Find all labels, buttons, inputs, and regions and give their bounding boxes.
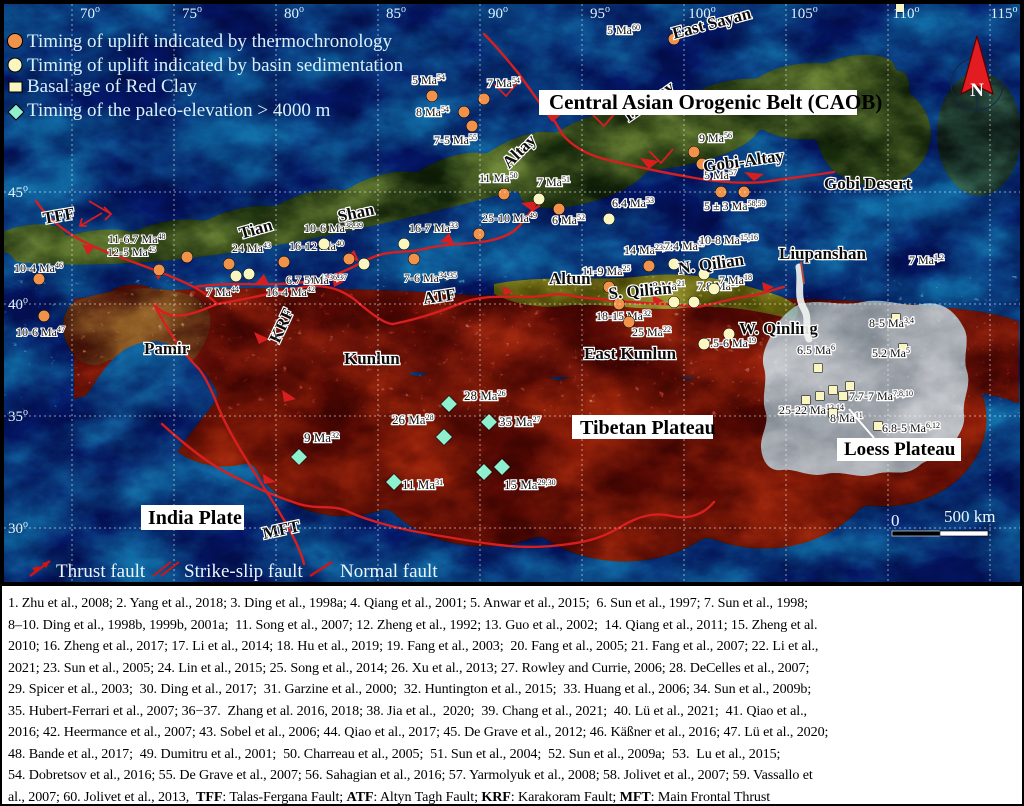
svg-text:11-6.7 Ma48: 11-6.7 Ma48: [108, 232, 166, 246]
svg-text:16-12 Ma40: 16-12 Ma40: [289, 239, 344, 253]
svg-text:6.5 Ma6: 6.5 Ma6: [797, 343, 835, 357]
svg-text:East Kunlun: East Kunlun: [584, 344, 677, 363]
svg-text:25-10 Ma49: 25-10 Ma49: [482, 211, 537, 225]
svg-text:Kunlun: Kunlun: [344, 349, 400, 368]
svg-text:Gobi Desert: Gobi Desert: [824, 174, 912, 193]
svg-text:Altun: Altun: [549, 269, 591, 288]
svg-text:Pamir: Pamir: [144, 339, 190, 358]
svg-text:Liupanshan: Liupanshan: [779, 244, 866, 263]
svg-text:5.2 Ma5: 5.2 Ma5: [872, 346, 910, 360]
